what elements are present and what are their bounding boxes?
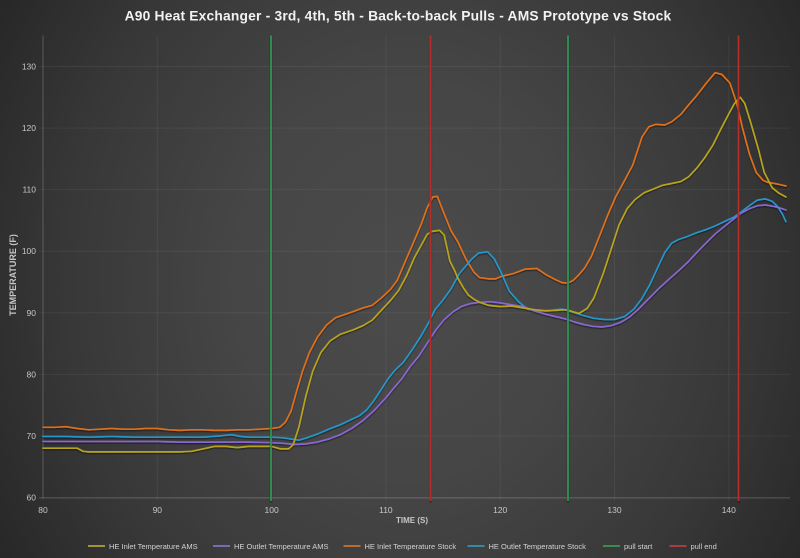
svg-text:110: 110 (22, 185, 36, 195)
svg-text:60: 60 (27, 493, 37, 503)
svg-text:TEMPERATURE (F): TEMPERATURE (F) (8, 234, 18, 316)
svg-text:110: 110 (379, 505, 393, 515)
svg-text:140: 140 (722, 505, 736, 515)
svg-text:130: 130 (22, 62, 36, 72)
svg-text:120: 120 (22, 123, 36, 133)
svg-text:90: 90 (27, 308, 37, 318)
svg-text:70: 70 (27, 431, 37, 441)
svg-text:130: 130 (607, 505, 621, 515)
svg-text:HE Inlet Temperature Stock: HE Inlet Temperature Stock (365, 542, 457, 551)
svg-text:pull start: pull start (624, 542, 653, 551)
svg-text:120: 120 (493, 505, 507, 515)
svg-text:HE Inlet Temperature AMS: HE Inlet Temperature AMS (109, 542, 198, 551)
svg-text:A90 Heat Exchanger - 3rd, 4th,: A90 Heat Exchanger - 3rd, 4th, 5th - Bac… (125, 9, 672, 24)
svg-text:pull end: pull end (691, 542, 717, 551)
svg-text:HE Outlet Temperature Stock: HE Outlet Temperature Stock (489, 542, 587, 551)
svg-text:TIME (S): TIME (S) (396, 516, 428, 525)
svg-text:80: 80 (27, 369, 37, 379)
svg-text:80: 80 (38, 505, 48, 515)
svg-text:100: 100 (22, 246, 36, 256)
svg-text:90: 90 (153, 505, 163, 515)
svg-text:HE Outlet Temperature AMS: HE Outlet Temperature AMS (234, 542, 329, 551)
svg-text:100: 100 (265, 505, 279, 515)
